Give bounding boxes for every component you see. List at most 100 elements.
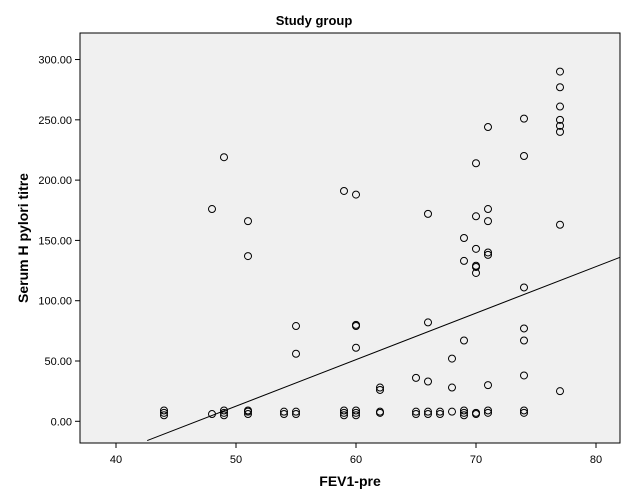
y-tick-label: 50.00 — [44, 356, 72, 368]
data-point — [520, 408, 528, 417]
y-tick-label: 300.00 — [38, 55, 72, 67]
y-tick-label: 0.00 — [51, 416, 72, 428]
data-point — [220, 406, 228, 415]
data-point — [352, 411, 360, 420]
data-point — [244, 407, 252, 416]
data-point — [436, 410, 444, 419]
data-point — [556, 83, 564, 92]
data-point — [352, 343, 360, 352]
data-point — [556, 387, 564, 396]
data-point — [160, 406, 168, 415]
data-point — [220, 408, 228, 417]
data-point — [160, 411, 168, 420]
x-tick-label: 50 — [230, 454, 242, 466]
data-point — [460, 256, 468, 265]
data-point — [448, 354, 456, 363]
data-points — [160, 67, 564, 420]
y-tick-label: 100.00 — [38, 296, 72, 308]
data-point — [376, 408, 384, 417]
data-point — [340, 186, 348, 195]
data-point — [412, 407, 420, 416]
data-point — [244, 252, 252, 261]
data-point — [484, 217, 492, 226]
y-axis-ticks: 0.00 50.00 100.00 150.00 200.00 250.00 300.00 — [38, 55, 80, 428]
plot-area — [79, 32, 621, 444]
data-point — [352, 322, 360, 331]
data-point — [292, 410, 300, 419]
data-point — [460, 234, 468, 242]
data-point — [472, 244, 480, 253]
x-axis-ticks: 40 50 60 70 80 — [110, 443, 602, 466]
data-point — [520, 283, 528, 292]
data-point — [208, 410, 216, 419]
data-point — [460, 336, 468, 345]
data-point — [556, 102, 564, 111]
y-tick-label: 150.00 — [38, 235, 72, 247]
data-point — [220, 153, 228, 162]
data-point — [436, 407, 444, 416]
data-point — [352, 408, 360, 417]
data-point — [220, 411, 228, 420]
data-point — [484, 248, 492, 257]
data-point — [556, 220, 564, 229]
data-point — [352, 406, 360, 415]
data-point — [244, 217, 252, 226]
data-point — [460, 411, 468, 420]
data-point — [520, 324, 528, 333]
data-point — [412, 373, 420, 382]
data-point — [556, 115, 564, 124]
x-tick-label: 80 — [590, 454, 602, 466]
data-point — [520, 114, 528, 123]
data-point — [424, 410, 432, 419]
y-tick-label: 200.00 — [38, 175, 72, 187]
data-point — [376, 383, 384, 392]
data-point — [472, 159, 480, 168]
data-point — [484, 205, 492, 214]
data-point — [292, 407, 300, 416]
data-point — [292, 322, 300, 331]
y-axis-title: Serum H pylori titre — [15, 173, 31, 303]
x-tick-label: 40 — [110, 454, 122, 466]
data-point — [376, 385, 384, 394]
data-point — [208, 205, 216, 214]
data-point — [520, 152, 528, 160]
data-point — [484, 381, 492, 390]
data-point — [244, 410, 252, 419]
data-point — [556, 127, 564, 136]
data-point — [352, 190, 360, 199]
data-point — [472, 410, 480, 419]
data-point — [556, 67, 564, 76]
data-point — [424, 209, 432, 218]
data-point — [520, 371, 528, 380]
data-point — [460, 406, 468, 415]
data-point — [424, 377, 432, 386]
y-tick-label: 250.00 — [38, 115, 72, 127]
data-point — [484, 406, 492, 415]
data-point — [520, 406, 528, 415]
data-point — [424, 318, 432, 327]
data-point — [556, 121, 564, 130]
data-point — [484, 250, 492, 259]
data-point — [520, 336, 528, 345]
x-axis-title: FEV1-pre — [319, 473, 381, 489]
data-point — [448, 407, 456, 416]
data-point — [448, 383, 456, 392]
data-point — [412, 410, 420, 419]
data-point — [340, 408, 348, 417]
data-point — [472, 268, 480, 277]
data-point — [472, 212, 480, 221]
x-tick-label: 60 — [350, 454, 362, 466]
data-point — [292, 349, 300, 358]
chart-title: Study group — [276, 13, 353, 28]
data-point — [280, 407, 288, 416]
data-point — [472, 262, 480, 271]
data-point — [340, 411, 348, 420]
data-point — [460, 408, 468, 417]
data-point — [280, 410, 288, 419]
x-tick-label: 70 — [470, 454, 482, 466]
data-point — [484, 408, 492, 417]
data-point — [340, 406, 348, 415]
data-point — [160, 408, 168, 417]
data-point — [484, 123, 492, 132]
